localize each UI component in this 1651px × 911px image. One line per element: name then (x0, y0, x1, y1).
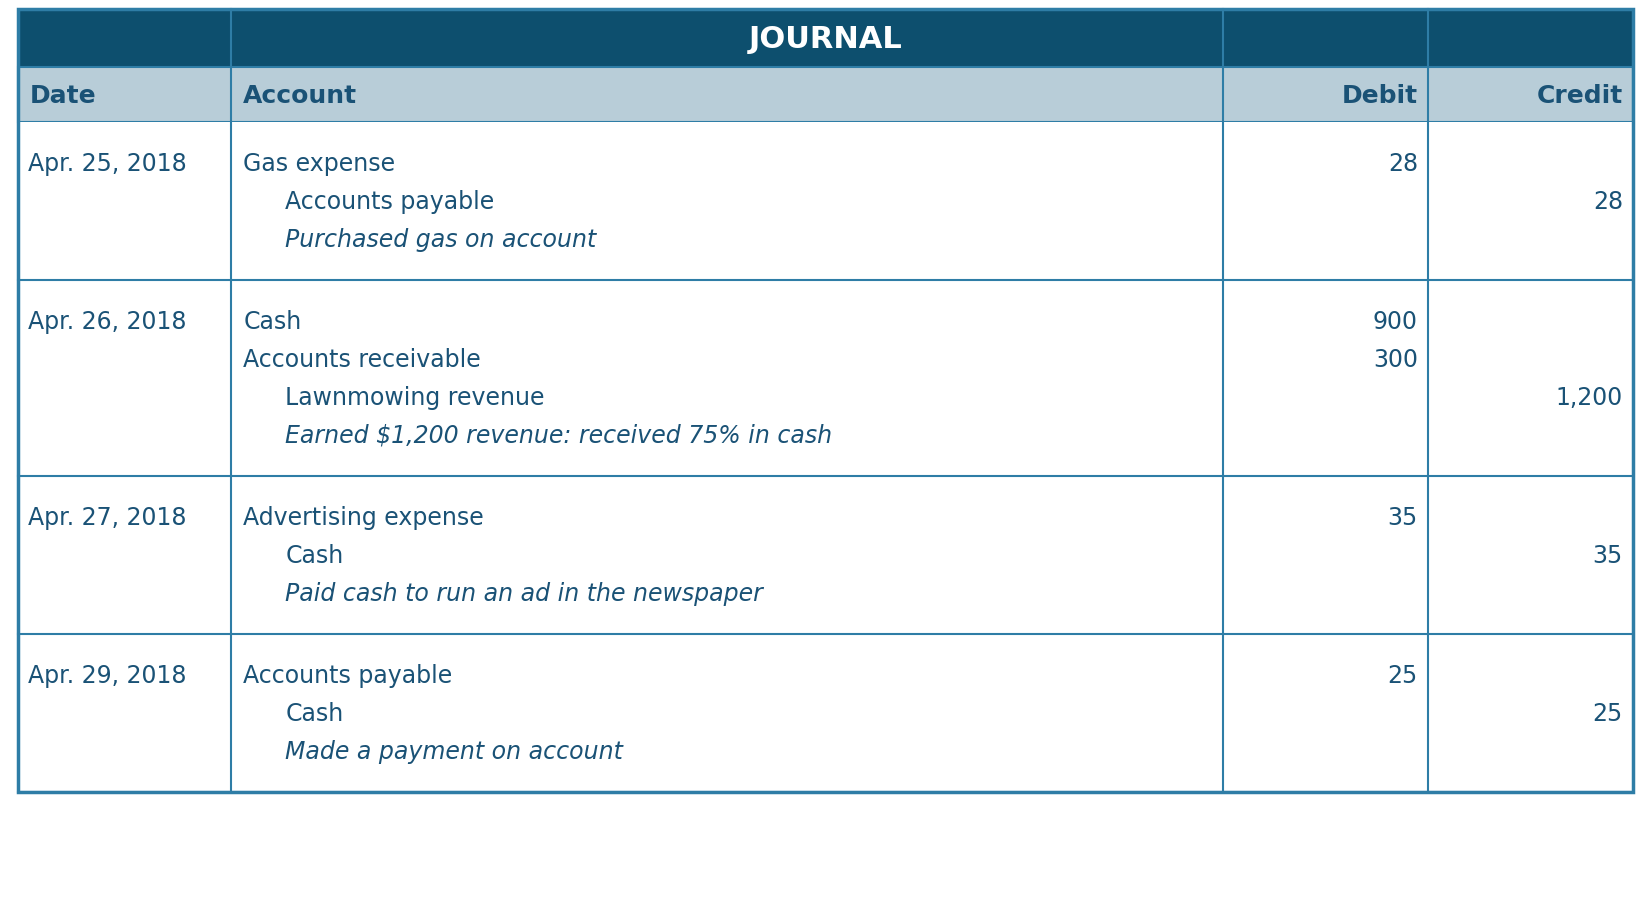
Text: Account: Account (243, 84, 357, 107)
Text: 35: 35 (1593, 543, 1623, 568)
Text: Apr. 26, 2018: Apr. 26, 2018 (28, 310, 187, 333)
Text: 28: 28 (1388, 152, 1418, 176)
Text: Cash: Cash (286, 543, 343, 568)
Text: Advertising expense: Advertising expense (243, 506, 484, 529)
Text: Apr. 27, 2018: Apr. 27, 2018 (28, 506, 187, 529)
Text: 28: 28 (1593, 189, 1623, 214)
Text: Made a payment on account: Made a payment on account (286, 739, 622, 763)
Bar (18, 68, 1633, 123)
Text: JOURNAL: JOURNAL (748, 25, 903, 54)
Text: 25: 25 (1387, 663, 1418, 687)
Text: Lawnmowing revenue: Lawnmowing revenue (286, 385, 545, 410)
Text: Paid cash to run an ad in the newspaper: Paid cash to run an ad in the newspaper (286, 581, 763, 605)
Text: Date: Date (30, 84, 97, 107)
Text: 300: 300 (1374, 348, 1418, 372)
Text: Debit: Debit (1342, 84, 1418, 107)
Text: Purchased gas on account: Purchased gas on account (286, 228, 596, 251)
Text: Cash: Cash (243, 310, 302, 333)
Text: Earned $1,200 revenue: received 75% in cash: Earned $1,200 revenue: received 75% in c… (286, 424, 832, 447)
Bar (18, 634, 1633, 793)
Bar (18, 10, 1633, 793)
Text: 900: 900 (1374, 310, 1418, 333)
Text: Credit: Credit (1537, 84, 1623, 107)
Text: Apr. 29, 2018: Apr. 29, 2018 (28, 663, 187, 687)
Text: Accounts payable: Accounts payable (243, 663, 452, 687)
Bar (18, 476, 1633, 634)
Text: Cash: Cash (286, 701, 343, 725)
Bar (18, 281, 1633, 476)
Bar (18, 10, 1633, 68)
Text: 1,200: 1,200 (1555, 385, 1623, 410)
Text: Accounts receivable: Accounts receivable (243, 348, 480, 372)
Bar (18, 123, 1633, 281)
Text: Accounts payable: Accounts payable (286, 189, 494, 214)
Text: 35: 35 (1387, 506, 1418, 529)
Text: Gas expense: Gas expense (243, 152, 395, 176)
Text: 25: 25 (1593, 701, 1623, 725)
Text: Apr. 25, 2018: Apr. 25, 2018 (28, 152, 187, 176)
